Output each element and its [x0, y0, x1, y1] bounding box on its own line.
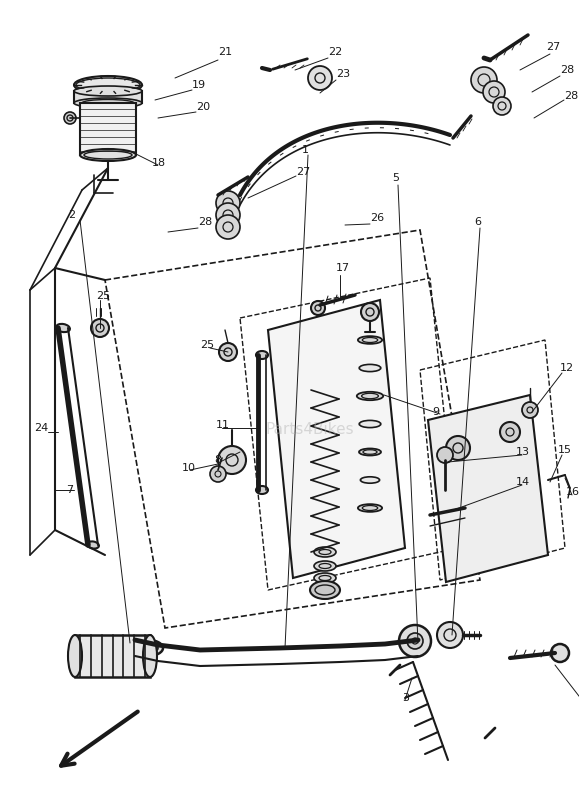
Ellipse shape: [314, 573, 336, 583]
Circle shape: [407, 633, 423, 649]
Bar: [74, 91, 142, 103]
Text: 28: 28: [560, 65, 574, 75]
Ellipse shape: [551, 644, 569, 662]
Circle shape: [210, 466, 226, 482]
Ellipse shape: [256, 351, 268, 359]
Circle shape: [308, 66, 332, 90]
Circle shape: [361, 303, 379, 321]
Ellipse shape: [256, 486, 268, 494]
Circle shape: [216, 191, 240, 215]
Text: 13: 13: [516, 447, 530, 457]
Ellipse shape: [87, 542, 99, 549]
Circle shape: [91, 319, 109, 337]
Text: 17: 17: [336, 263, 350, 273]
Circle shape: [522, 402, 538, 418]
Circle shape: [437, 447, 453, 463]
Ellipse shape: [314, 547, 336, 557]
Ellipse shape: [310, 581, 340, 599]
Circle shape: [64, 112, 76, 124]
Text: 27: 27: [546, 42, 560, 52]
Ellipse shape: [314, 561, 336, 571]
Ellipse shape: [56, 324, 70, 332]
Text: 1: 1: [302, 145, 309, 155]
Text: 16: 16: [566, 487, 579, 497]
Polygon shape: [268, 300, 405, 578]
Ellipse shape: [68, 635, 82, 677]
Text: 14: 14: [516, 477, 530, 487]
Circle shape: [500, 422, 520, 442]
Circle shape: [493, 97, 511, 115]
Text: 12: 12: [560, 363, 574, 373]
Text: 6: 6: [474, 217, 481, 227]
Ellipse shape: [143, 635, 157, 677]
Text: 26: 26: [370, 213, 384, 223]
Text: 3: 3: [402, 693, 409, 703]
Ellipse shape: [133, 640, 163, 656]
Ellipse shape: [74, 86, 142, 96]
Text: 28: 28: [198, 217, 212, 227]
Ellipse shape: [358, 504, 382, 512]
Circle shape: [483, 81, 505, 103]
Ellipse shape: [74, 76, 142, 94]
Ellipse shape: [80, 149, 136, 161]
Ellipse shape: [358, 336, 382, 344]
Ellipse shape: [144, 646, 152, 650]
Circle shape: [218, 446, 246, 474]
Ellipse shape: [74, 98, 142, 108]
Text: 7: 7: [66, 485, 73, 495]
Ellipse shape: [314, 585, 336, 595]
Text: 27: 27: [296, 167, 310, 177]
Ellipse shape: [360, 477, 380, 483]
Text: 28: 28: [564, 91, 578, 101]
Ellipse shape: [359, 364, 381, 371]
Text: 8: 8: [214, 455, 221, 465]
Circle shape: [311, 301, 325, 315]
Circle shape: [437, 622, 463, 648]
Text: 19: 19: [192, 80, 206, 90]
Ellipse shape: [359, 449, 381, 455]
Circle shape: [216, 203, 240, 227]
Circle shape: [399, 625, 431, 657]
Circle shape: [471, 67, 497, 93]
Text: 2: 2: [68, 210, 75, 220]
Text: 23: 23: [336, 69, 350, 79]
Bar: [75, 635, 150, 677]
Text: 5: 5: [392, 173, 399, 183]
Circle shape: [446, 436, 470, 460]
Text: 25: 25: [96, 291, 110, 301]
Text: 21: 21: [218, 47, 232, 57]
Text: 22: 22: [328, 47, 342, 57]
Text: 25: 25: [200, 340, 214, 350]
Text: 18: 18: [152, 158, 166, 168]
Text: 4: 4: [578, 693, 579, 703]
Text: 24: 24: [34, 423, 48, 433]
Ellipse shape: [359, 421, 381, 427]
Text: 10: 10: [182, 463, 196, 473]
Text: 11: 11: [216, 420, 230, 430]
Text: 15: 15: [558, 445, 572, 455]
Text: 9: 9: [432, 407, 439, 417]
Text: 20: 20: [196, 102, 210, 112]
Circle shape: [219, 343, 237, 361]
Ellipse shape: [357, 392, 383, 400]
Text: Parts4Bikes: Parts4Bikes: [266, 422, 354, 438]
Polygon shape: [428, 395, 548, 582]
Circle shape: [216, 215, 240, 239]
Bar: [80, 103, 136, 155]
